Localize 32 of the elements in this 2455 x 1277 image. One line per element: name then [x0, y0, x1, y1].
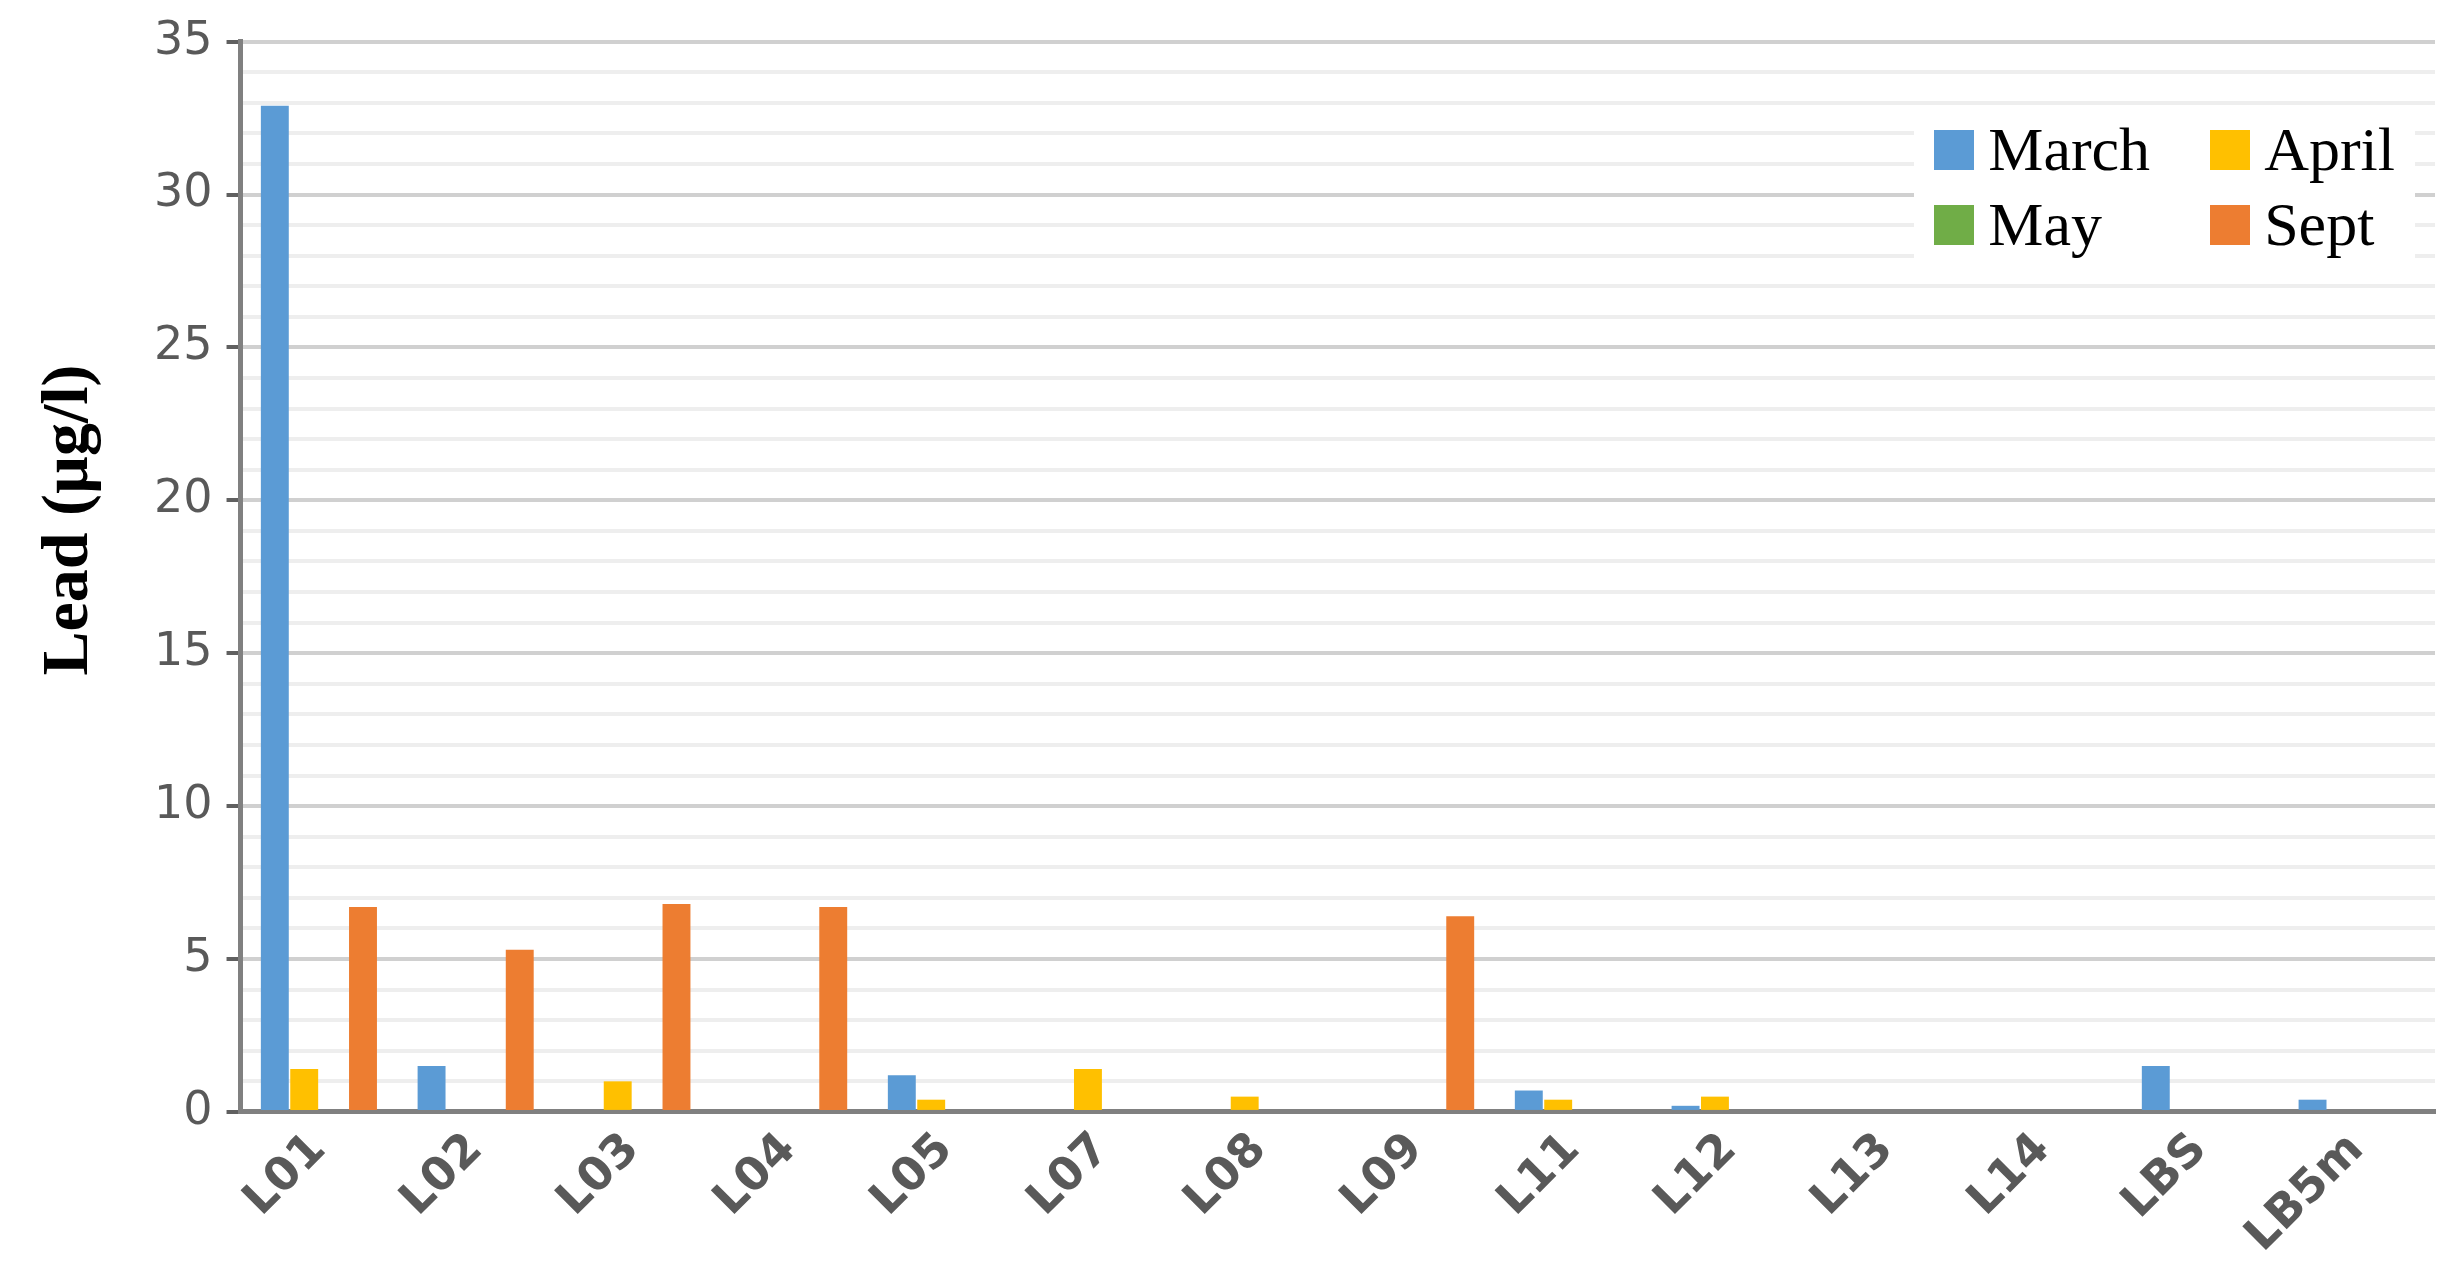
- bar: [917, 1099, 946, 1110]
- bar: [887, 1075, 916, 1110]
- bar: [2298, 1099, 2327, 1110]
- bar: [1544, 1099, 1573, 1110]
- legend-label: March: [1988, 114, 2151, 185]
- y-tick-label: 30: [153, 163, 213, 218]
- bar: [1230, 1096, 1259, 1110]
- y-tick-label: 25: [153, 316, 213, 371]
- y-tick-label: 5: [183, 927, 213, 982]
- y-tick-label: 15: [153, 622, 213, 677]
- y-tick-label: 10: [153, 775, 213, 830]
- bar: [1671, 1105, 1700, 1110]
- legend-label: Sept: [2264, 189, 2375, 260]
- bar: [662, 903, 691, 1110]
- bar: [1073, 1069, 1102, 1110]
- y-tick-label: 20: [153, 469, 213, 524]
- y-tick-label: 0: [183, 1080, 213, 1135]
- bar: [290, 1069, 319, 1110]
- bar: [1514, 1090, 1543, 1110]
- bar: [1446, 916, 1475, 1110]
- bar: [505, 949, 534, 1110]
- bar: [2141, 1066, 2170, 1110]
- y-axis-title: Lead (µg/l): [27, 364, 102, 676]
- bar: [819, 907, 848, 1110]
- bar: [1700, 1096, 1729, 1110]
- bar: [417, 1066, 446, 1110]
- legend-label: April: [2264, 114, 2395, 185]
- bar: [603, 1081, 632, 1110]
- y-tick-label: 35: [153, 10, 213, 65]
- legend-label: May: [1988, 189, 2102, 260]
- bar: [349, 907, 377, 1110]
- bar: [260, 105, 289, 1110]
